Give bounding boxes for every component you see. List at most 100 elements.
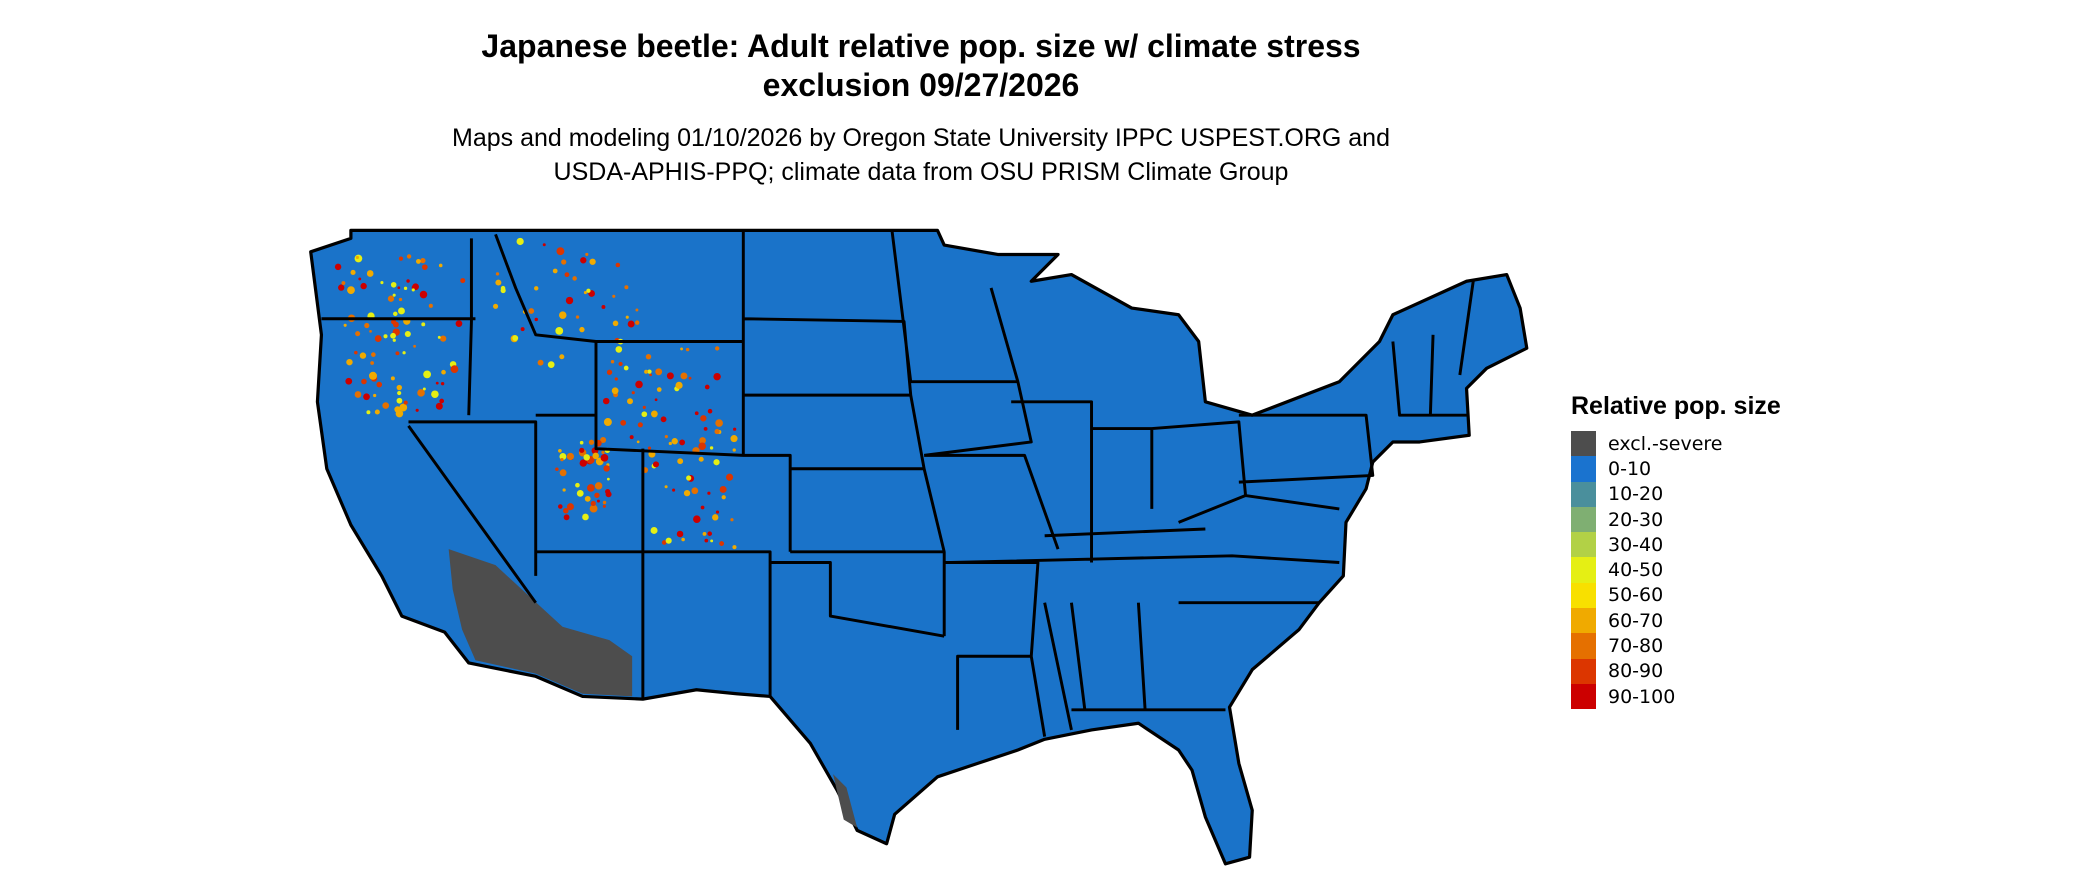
hotspot-mark <box>635 380 643 389</box>
hotspot-mark <box>584 495 591 502</box>
hotspot-mark <box>642 405 646 409</box>
hotspot-mark <box>703 427 708 431</box>
hotspot-mark <box>346 358 353 366</box>
hotspot-mark <box>677 458 684 465</box>
hotspot-mark <box>679 439 686 446</box>
hotspot-mark <box>417 389 425 397</box>
title-line-1: Japanese beetle: Adult relative pop. siz… <box>481 28 1361 64</box>
hotspot-mark <box>500 285 506 291</box>
hotspot-mark <box>610 359 615 364</box>
hotspot-mark <box>647 446 652 450</box>
hotspot-mark <box>404 330 411 338</box>
hotspot-mark <box>644 369 649 374</box>
hotspot-mark <box>355 331 361 337</box>
hotspot-mark <box>364 322 370 329</box>
hotspot-mark <box>559 354 565 360</box>
hotspot-mark <box>707 491 711 495</box>
hotspot-mark <box>423 370 432 379</box>
hotspot-mark <box>683 489 691 497</box>
hotspot-mark <box>403 286 408 291</box>
hotspot-mark <box>373 393 377 398</box>
legend-label: 20-30 <box>1608 508 1664 531</box>
legend-swatch <box>1571 481 1596 507</box>
hotspot-mark <box>428 303 433 308</box>
hotspot-mark <box>700 415 707 422</box>
hotspot-mark <box>579 447 585 453</box>
hotspot-mark <box>635 308 639 312</box>
hotspot-mark <box>397 286 401 290</box>
legend-swatch <box>1571 456 1596 482</box>
hotspot-mark <box>606 369 613 375</box>
hotspot-mark <box>654 398 658 402</box>
hotspot-mark <box>382 402 390 409</box>
hotspot-mark <box>390 332 396 339</box>
hotspot-mark <box>576 489 584 497</box>
hotspot-mark <box>547 361 555 368</box>
hotspot-mark <box>719 541 725 546</box>
hotspot-mark <box>612 294 616 298</box>
title-line-2: exclusion 09/27/2026 <box>762 67 1080 103</box>
hotspot-mark <box>583 454 590 461</box>
legend-swatch <box>1571 608 1596 634</box>
legend-swatch <box>1571 633 1596 659</box>
hotspot-mark <box>691 487 699 495</box>
hotspot-mark <box>370 361 374 365</box>
hotspot-mark <box>562 488 566 492</box>
hotspot-mark <box>419 290 428 299</box>
legend-item: 40-50 <box>1571 557 1781 583</box>
hotspot-mark <box>411 288 415 292</box>
hotspot-mark <box>631 391 635 395</box>
hotspot-mark <box>556 247 565 256</box>
hotspot-mark <box>397 391 402 396</box>
hotspot-mark <box>583 290 588 295</box>
hotspot-mark <box>649 373 652 377</box>
hotspot-mark <box>625 315 629 319</box>
hotspot-mark <box>558 448 562 453</box>
hotspot-mark <box>664 435 668 439</box>
hotspot-mark <box>354 350 358 355</box>
hotspot-mark <box>390 281 397 288</box>
hotspot-mark <box>390 376 395 381</box>
hotspot-mark <box>664 485 668 489</box>
hotspot-mark <box>563 507 569 514</box>
hotspot-mark <box>374 335 382 342</box>
legend-swatch <box>1571 532 1596 558</box>
hotspot-mark <box>637 422 643 428</box>
hotspot-mark <box>647 369 652 374</box>
hotspot-mark <box>495 272 500 276</box>
hotspot-mark <box>560 458 564 462</box>
high-population-hotspots <box>334 237 738 550</box>
hotspot-mark <box>395 351 400 356</box>
legend-item: 80-90 <box>1571 658 1781 684</box>
hotspot-mark <box>685 347 690 352</box>
hotspot-mark <box>698 456 704 462</box>
hotspot-mark <box>641 411 648 418</box>
hotspot-mark <box>707 408 713 414</box>
state-borders <box>321 230 1475 737</box>
hotspot-mark <box>579 459 587 467</box>
hotspot-mark <box>587 484 595 492</box>
hotspot-mark <box>645 353 652 360</box>
hotspot-mark <box>675 381 683 389</box>
legend-label: 70-80 <box>1608 635 1664 658</box>
hotspot-mark <box>650 526 658 534</box>
hotspot-mark <box>565 296 574 305</box>
legend-swatch <box>1571 557 1596 583</box>
hotspot-mark <box>528 308 535 314</box>
hotspot-mark <box>620 419 627 426</box>
hotspot-mark <box>615 346 623 353</box>
hotspot-mark <box>688 376 692 380</box>
hotspot-mark <box>387 295 395 302</box>
hotspot-mark <box>618 361 623 366</box>
hotspot-mark <box>606 477 610 481</box>
hotspot-mark <box>615 262 621 268</box>
legend-item: 60-70 <box>1571 608 1781 634</box>
hotspot-mark <box>534 286 539 291</box>
legend-item: 70-80 <box>1571 633 1781 659</box>
hotspot-mark <box>383 334 388 339</box>
subtitle-line-2: USDA-APHIS-PPQ; climate data from OSU PR… <box>553 158 1289 186</box>
hotspot-mark <box>421 322 426 327</box>
hotspot-mark <box>579 326 585 333</box>
hotspot-mark <box>413 344 417 348</box>
